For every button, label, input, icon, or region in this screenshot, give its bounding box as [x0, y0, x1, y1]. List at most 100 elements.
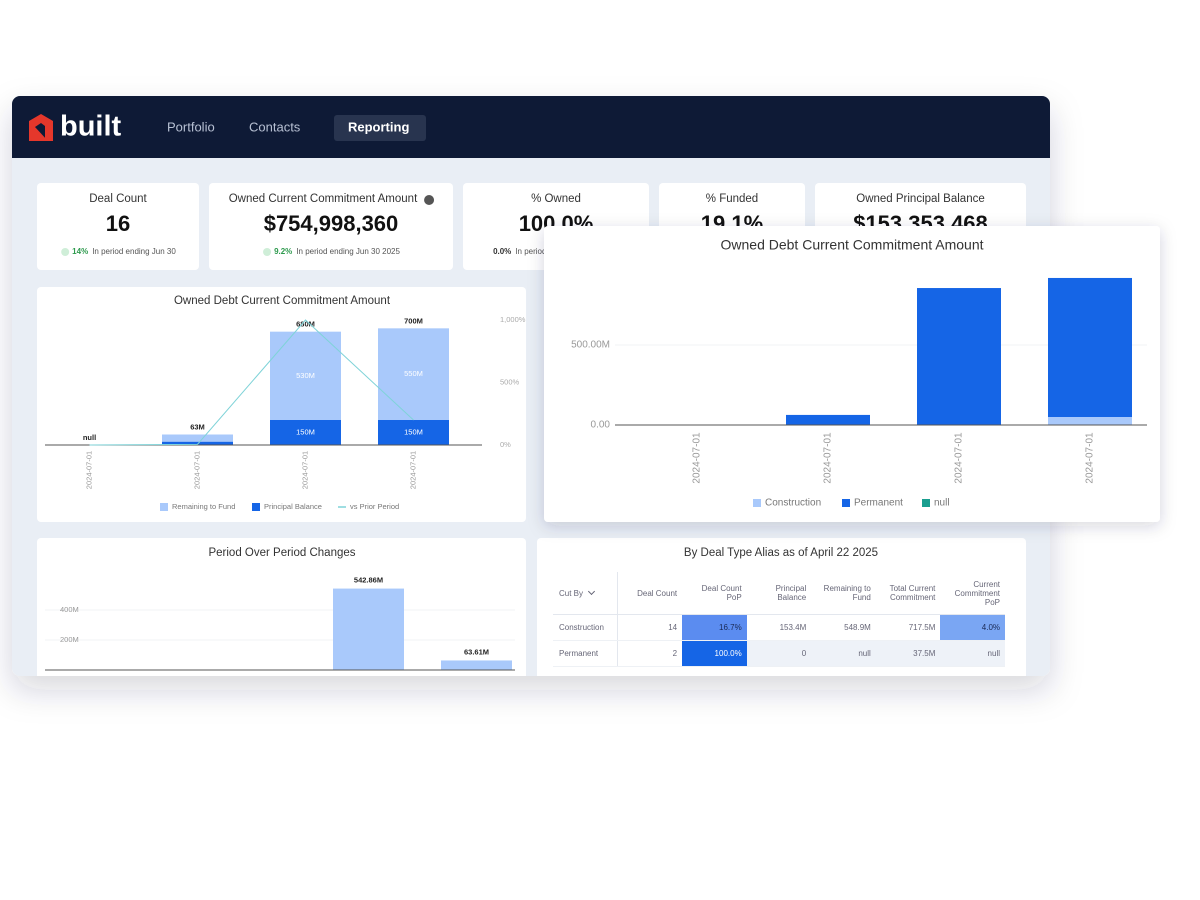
- column-header-text: Cut By: [559, 588, 584, 598]
- bar-segment: [378, 420, 449, 445]
- kpi-card: [37, 183, 199, 270]
- table-cell: 548.9M: [811, 614, 876, 641]
- y-tick-label: 400M: [60, 605, 79, 614]
- column-header: Principal Balance: [746, 572, 812, 615]
- total-label: 680M: [296, 320, 315, 329]
- data-table: Cut By Deal Count Deal Count PoP Principal …: [553, 572, 1005, 667]
- kpi-change: 0.0%: [493, 247, 511, 256]
- x-tick-label: 2024-07-01: [692, 432, 703, 484]
- legend-swatch: [842, 499, 850, 507]
- kpi-change: 9.2%: [274, 247, 292, 256]
- bar-segment: [270, 420, 341, 445]
- table-cell: null: [940, 640, 1005, 667]
- chart-title: Period Over Period Changes: [208, 547, 355, 559]
- legend-label: null: [934, 498, 950, 509]
- legend-label: Permanent: [854, 498, 903, 509]
- legend-swatch: [252, 503, 260, 511]
- y-tick-label: 500.00M: [571, 340, 610, 351]
- legend-label: Construction: [765, 498, 821, 509]
- kpi-change: 14%: [72, 247, 88, 256]
- nav-item[interactable]: Reporting: [348, 119, 409, 134]
- chart-title: Owned Debt Current Commitment Amount: [721, 237, 984, 253]
- header-row: Cut By Deal Count Deal Count PoP Principal …: [553, 572, 1005, 615]
- x-tick-label: 2024-07-01: [1085, 432, 1096, 484]
- y-tick-label: 0.00: [591, 420, 611, 431]
- kpi-label: Deal Count: [89, 193, 147, 205]
- kpi-note: In period ending Jun 30: [92, 247, 176, 256]
- y2-tick-label: 500%: [500, 377, 520, 386]
- table-cell: 100.0%: [682, 640, 747, 667]
- x-tick-label: 2024-07-01: [954, 432, 965, 484]
- table-cell: 153.4M: [746, 614, 812, 641]
- legend-label: Remaining to Fund: [172, 502, 235, 511]
- nav-item[interactable]: Contacts: [249, 119, 301, 134]
- kpi-value: 16: [106, 211, 130, 236]
- table-cell: 14: [617, 614, 683, 641]
- nav-bar: [12, 96, 1050, 158]
- column-header: Cut By: [553, 572, 619, 615]
- column-header: Total Current Commitment: [875, 572, 941, 615]
- column-header: Remaining to Fund: [811, 572, 876, 615]
- logo-icon: [29, 114, 53, 141]
- overlay-panel: [544, 226, 1160, 522]
- kpi-note: In period ending Jun 30 2025: [296, 247, 400, 256]
- data-label: 150M: [296, 427, 315, 436]
- bar-segment: [917, 288, 1001, 425]
- column-header-text: Current Commitment PoP: [954, 579, 1000, 607]
- kpi-change-row: 9.2% In period ending Jun 30 2025: [274, 247, 400, 256]
- y2-tick-label: 1,000%: [500, 315, 526, 324]
- bar-segment: [162, 434, 233, 442]
- chart-title: Owned Debt Current Commitment Amount: [174, 295, 391, 307]
- bar-segment: [1048, 417, 1132, 425]
- table-cell: 717.5M: [875, 614, 941, 641]
- column-header-text: Deal Count PoP: [701, 584, 742, 602]
- sort-chevron: [587, 587, 596, 595]
- kpi-label: Owned Current Commitment Amount: [229, 193, 418, 205]
- column-header-text: Remaining to Fund: [823, 584, 871, 602]
- bar-segment: [1048, 277, 1132, 417]
- table-cell: null: [811, 640, 876, 667]
- x-tick-label: 2024-07-01: [84, 451, 93, 489]
- column-header: Current Commitment PoP: [940, 572, 1005, 615]
- logo-text: built: [60, 111, 122, 143]
- column-header-text: Principal Balance: [775, 584, 807, 602]
- y2-tick-label: 0%: [500, 440, 511, 449]
- bar-segment: [270, 331, 341, 420]
- table-title: By Deal Type Alias as of April 22 2025: [684, 547, 878, 559]
- bar-segment: [378, 328, 449, 420]
- table-cell: 37.5M: [875, 640, 941, 667]
- kpi-change-row: 14% In period ending Jun 30: [72, 247, 176, 256]
- data-label: 150M: [404, 427, 423, 436]
- table-body: Construction 14 16.7% 153.4M 548.9M 717.5M 4.0…: [553, 614, 1005, 667]
- line-series: [89, 319, 414, 446]
- table-cell: 4.0%: [940, 614, 1005, 641]
- table-wrap: Cut By Deal Count Deal Count PoP Principal …: [553, 572, 1005, 676]
- kpi-value: $754,998,360: [264, 211, 399, 236]
- x-tick-label: 2024-07-01: [408, 451, 417, 489]
- table-head: Cut By Deal Count Deal Count PoP Principal …: [553, 572, 1005, 615]
- bar-segment: [162, 441, 233, 445]
- total-label: 700M: [404, 316, 423, 325]
- x-tick-label: 2024-07-01: [192, 451, 201, 489]
- table-cell: 2: [617, 640, 683, 667]
- legend-label: Principal Balance: [264, 502, 322, 511]
- overlay: Owned Debt Current Commitment Amount 0.00…: [544, 226, 1160, 522]
- legend-swatch: [922, 499, 930, 507]
- y-tick-label: 200M: [60, 635, 79, 644]
- table-row: Construction 14 16.7% 153.4M 548.9M 717.5M 4.0…: [553, 614, 1005, 641]
- table-cell: Permanent: [553, 640, 619, 667]
- trend-icon: [61, 248, 70, 256]
- x-tick-label: 2024-07-01: [823, 432, 834, 484]
- data-label: 550M: [404, 369, 423, 378]
- legend-swatch: [753, 499, 761, 507]
- column-header: Deal Count PoP: [682, 572, 747, 615]
- bar-segment: [333, 588, 404, 670]
- kpi-card: [209, 183, 453, 270]
- total-label: null: [83, 433, 96, 442]
- nav-active-pill: [334, 115, 426, 141]
- column-header: Deal Count: [617, 572, 683, 615]
- total-label: 63M: [190, 422, 205, 431]
- kpi-label: % Owned: [531, 193, 581, 205]
- nav-item[interactable]: Portfolio: [167, 119, 215, 134]
